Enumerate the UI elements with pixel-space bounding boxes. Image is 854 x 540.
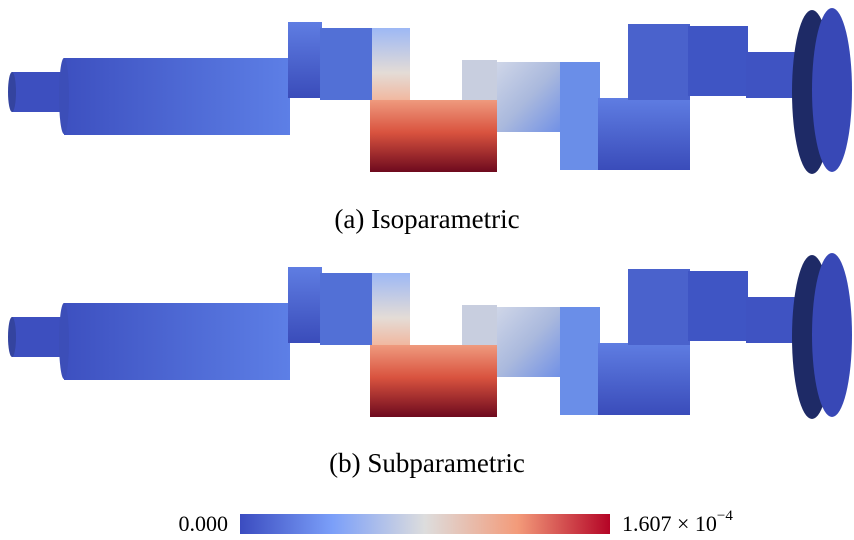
- crankshaft-subparametric: [8, 253, 852, 419]
- colorbar-max-label: 1.607 × 10−4: [622, 508, 733, 536]
- caption: (a) Isoparametric: [334, 204, 519, 234]
- crankshaft-isoparametric: [8, 8, 852, 174]
- colorbar: [240, 514, 610, 534]
- max-exponent: −4: [717, 508, 733, 524]
- caption: (b) Subparametric: [329, 448, 525, 478]
- colorbar-min-label: 0.000: [179, 511, 229, 536]
- max-mantissa: 1.607 × 10: [622, 511, 717, 536]
